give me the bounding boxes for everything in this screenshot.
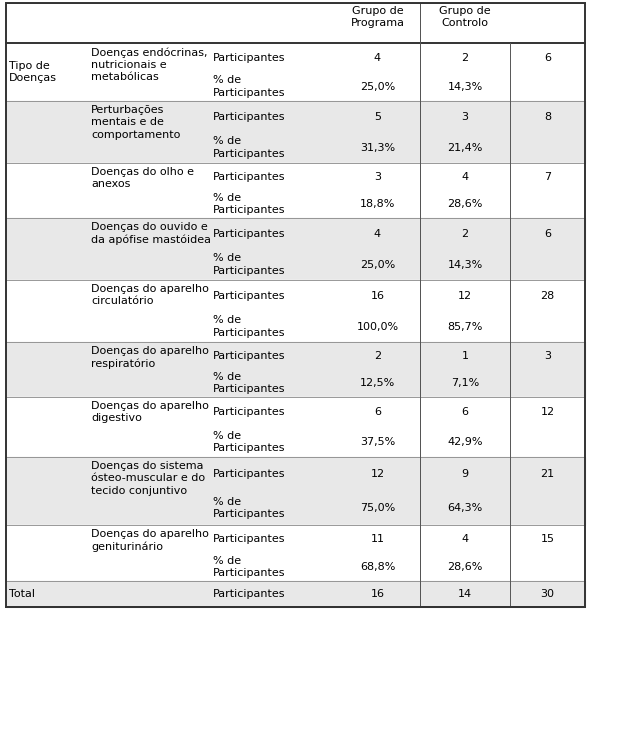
Bar	[6, 525, 585, 581]
Text: 25,0%: 25,0%	[360, 81, 395, 92]
Text: 37,5%: 37,5%	[360, 437, 395, 447]
Text: Doenças do olho e
anexos: Doenças do olho e anexos	[91, 167, 194, 190]
Bar	[6, 3, 585, 43]
Text: 7,1%: 7,1%	[451, 379, 479, 388]
Text: Total: Total	[9, 589, 35, 599]
Bar	[6, 280, 585, 342]
Text: 42,9%: 42,9%	[447, 437, 483, 447]
Text: 2: 2	[461, 229, 469, 238]
Text: 7: 7	[544, 172, 551, 182]
Text: Participantes: Participantes	[213, 172, 285, 182]
Bar	[6, 397, 585, 457]
Text: 14,3%: 14,3%	[447, 81, 483, 92]
Text: 28,6%: 28,6%	[447, 562, 483, 572]
Text: 4: 4	[374, 229, 381, 238]
Text: 6: 6	[374, 407, 381, 417]
Text: 30: 30	[541, 589, 554, 599]
Text: 2: 2	[461, 52, 469, 63]
Bar	[6, 342, 585, 397]
Text: % de
Participantes: % de Participantes	[213, 315, 285, 338]
Bar	[6, 101, 585, 163]
Text: % de
Participantes: % de Participantes	[213, 137, 285, 159]
Text: 6: 6	[544, 52, 551, 63]
Text: Participantes: Participantes	[213, 589, 285, 599]
Text: 4: 4	[461, 172, 469, 182]
Text: 12: 12	[540, 407, 555, 417]
Text: 16: 16	[371, 291, 385, 300]
Text: Doenças do aparelho
digestivo: Doenças do aparelho digestivo	[91, 401, 209, 424]
Text: Participantes: Participantes	[213, 351, 285, 361]
Text: Participantes: Participantes	[213, 52, 285, 63]
Text: % de
Participantes: % de Participantes	[213, 556, 285, 578]
Text: 28,6%: 28,6%	[447, 199, 483, 210]
Text: 100,0%: 100,0%	[357, 322, 399, 331]
Bar	[6, 43, 585, 101]
Text: % de
Participantes: % de Participantes	[213, 372, 285, 394]
Text: Participantes: Participantes	[213, 534, 285, 544]
Text: 31,3%: 31,3%	[360, 142, 395, 153]
Text: Doenças endócrinas,
nutricionais e
metabólicas: Doenças endócrinas, nutricionais e metab…	[91, 47, 208, 83]
Text: 75,0%: 75,0%	[360, 503, 395, 513]
Text: 28: 28	[540, 291, 555, 300]
Text: 3: 3	[461, 111, 468, 122]
Bar	[6, 581, 585, 607]
Text: Doenças do aparelho
geniturinário: Doenças do aparelho geniturinário	[91, 529, 209, 552]
Text: % de
Participantes: % de Participantes	[213, 431, 285, 453]
Text: % de
Participantes: % de Participantes	[213, 75, 285, 97]
Text: 1: 1	[461, 351, 468, 361]
Text: % de
Participantes: % de Participantes	[213, 497, 285, 520]
Text: Doenças do sistema
ósteo-muscular e do
tecido conjuntivo: Doenças do sistema ósteo-muscular e do t…	[91, 461, 205, 496]
Text: Participantes: Participantes	[213, 469, 285, 479]
Text: 16: 16	[371, 589, 385, 599]
Text: 21: 21	[540, 469, 555, 479]
Text: Doenças do aparelho
circulatório: Doenças do aparelho circulatório	[91, 284, 209, 306]
Text: Participantes: Participantes	[213, 111, 285, 122]
Text: Doenças do aparelho
respiratório: Doenças do aparelho respiratório	[91, 346, 209, 369]
Text: 12: 12	[371, 469, 385, 479]
Text: 85,7%: 85,7%	[447, 322, 483, 331]
Text: 25,0%: 25,0%	[360, 260, 395, 269]
Bar	[6, 218, 585, 280]
Text: Tipo de
Doenças: Tipo de Doenças	[9, 61, 57, 83]
Text: 14: 14	[458, 589, 472, 599]
Text: 11: 11	[371, 534, 385, 544]
Text: 8: 8	[544, 111, 551, 122]
Text: 4: 4	[374, 52, 381, 63]
Text: 6: 6	[461, 407, 468, 417]
Text: 9: 9	[461, 469, 469, 479]
Text: 64,3%: 64,3%	[447, 503, 483, 513]
Text: 12,5%: 12,5%	[360, 379, 395, 388]
Text: 6: 6	[544, 229, 551, 238]
Text: % de
Participantes: % de Participantes	[213, 253, 285, 276]
Text: 2: 2	[374, 351, 381, 361]
Bar	[6, 3, 585, 607]
Text: 4: 4	[461, 534, 469, 544]
Text: 15: 15	[541, 534, 554, 544]
Bar	[6, 163, 585, 218]
Text: 12: 12	[458, 291, 472, 300]
Text: Perturbações
mentais e de
comportamento: Perturbações mentais e de comportamento	[91, 105, 180, 139]
Text: 18,8%: 18,8%	[360, 199, 395, 210]
Text: % de
Participantes: % de Participantes	[213, 193, 285, 215]
Text: 3: 3	[374, 172, 381, 182]
Text: 14,3%: 14,3%	[447, 260, 483, 269]
Text: 68,8%: 68,8%	[360, 562, 395, 572]
Text: Participantes: Participantes	[213, 291, 285, 300]
Text: Participantes: Participantes	[213, 407, 285, 417]
Text: 21,4%: 21,4%	[447, 142, 483, 153]
Text: 3: 3	[544, 351, 551, 361]
Text: Grupo de
Controlo: Grupo de Controlo	[439, 6, 491, 28]
Text: Doenças do ouvido e
da apófise mastóidea: Doenças do ouvido e da apófise mastóidea	[91, 222, 211, 245]
Text: 5: 5	[374, 111, 381, 122]
Text: Participantes: Participantes	[213, 229, 285, 238]
Bar	[6, 457, 585, 525]
Text: Grupo de
Programa: Grupo de Programa	[350, 6, 404, 28]
